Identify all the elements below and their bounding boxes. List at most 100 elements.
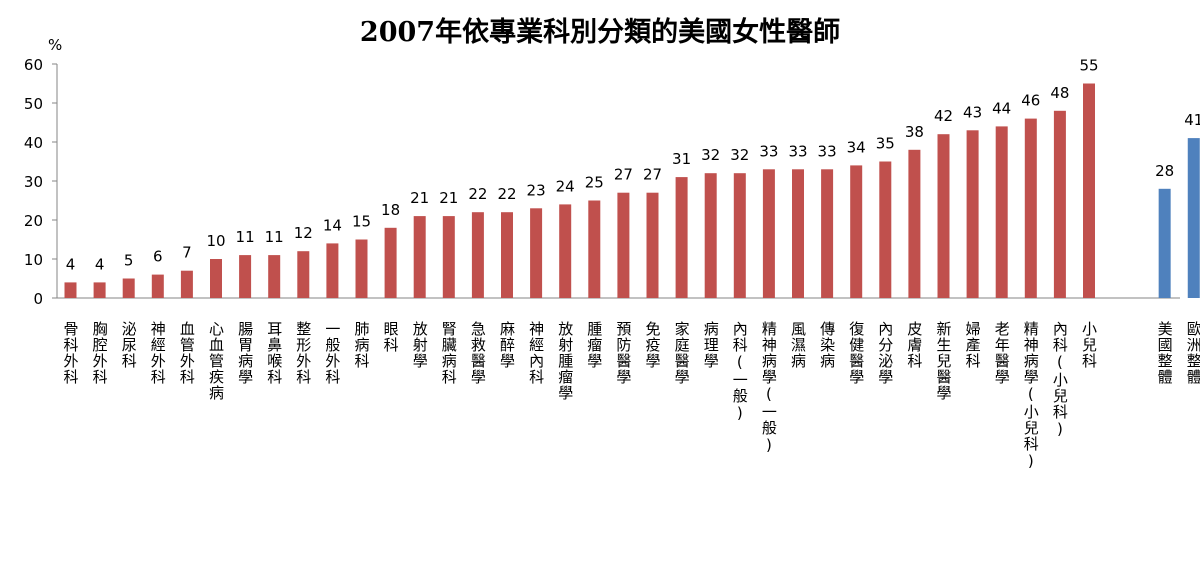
category-label: 麻醉學 [498,321,516,369]
bar-value-label: 22 [497,185,516,203]
bar [413,216,426,298]
y-tick-label: 60 [24,56,43,74]
category-labels: 骨科外科 胸腔外科 泌尿科 神經外科 血管外科 心血管疾病 腸胃病學 耳鼻喉科 整形外科 一般外科… [62,321,1200,471]
bar-value-label: 12 [294,224,313,242]
bar [64,282,77,298]
y-tick-label: 30 [24,173,43,191]
bar-value-label: 5 [124,252,134,270]
bar [1053,110,1066,298]
bar-value-label: 11 [236,228,255,246]
category-label: 預防醫學 [614,321,632,385]
bar [1024,118,1037,298]
category-label: 家庭醫學 [673,321,691,385]
bar [268,255,281,298]
bar-value-label: 34 [847,138,866,156]
category-label: 內分泌學 [876,321,894,385]
bar [210,259,222,298]
category-label: 腎臟病科 [440,321,458,385]
category-label: 老年醫學 [993,321,1011,385]
bar [908,149,921,298]
y-tick-label: 0 [33,290,43,308]
category-label: 腫瘤學 [585,321,603,369]
category-label: 內科(一般) [731,321,749,423]
bar-value-label: 48 [1050,84,1069,102]
category-label: 病理學 [702,321,720,369]
bar-value-label: 44 [992,99,1011,117]
bar [617,192,630,298]
bar-value-label: 24 [556,177,575,195]
bar-value-label: 43 [963,103,982,121]
bar [384,227,397,298]
bar-value-label: 55 [1079,57,1098,75]
bar-value-label: 46 [1021,92,1040,110]
category-label: 免疫學 [644,321,662,369]
bar-value-label: 23 [527,181,546,199]
bar [762,169,775,298]
bar-value-label: 15 [352,213,371,231]
category-label: 精神病學(一般) [760,321,778,455]
category-label: 皮膚科 [905,321,923,369]
bar-value-label: 42 [934,107,953,125]
bar-value-label: 18 [381,201,400,219]
bar-value-label: 25 [585,174,604,192]
y-axis-ticks: 0 10 20 30 40 50 60 [24,56,57,308]
bar-value-label: 38 [905,123,924,141]
bar [326,243,339,298]
bar-value-label: 33 [788,142,807,160]
category-label: 歐洲整體 [1185,321,1200,385]
category-label: 心血管疾病 [207,321,225,401]
category-label: 內科(小兒科) [1051,321,1069,439]
bar [122,278,135,298]
bar [471,212,484,298]
bar-value-label: 11 [265,228,284,246]
bars [64,83,1200,299]
bar [355,239,368,298]
category-label: 新生兒醫學 [935,321,953,401]
category-label: 神經內科 [527,321,545,385]
bar-value-label: 27 [614,166,633,184]
category-label: 眼科 [382,321,400,353]
category-label: 血管外科 [178,321,196,385]
category-label: 美國整體 [1156,321,1174,385]
bar [1187,138,1200,298]
category-label: 肺病科 [353,321,371,369]
category-label: 一般外科 [323,321,341,385]
bar [792,169,804,298]
category-label: 整形外科 [294,321,312,385]
category-label: 神經外科 [149,321,167,385]
bar [879,161,892,298]
bar-value-label: 4 [95,255,105,273]
y-unit-label: % [48,36,62,54]
bar [180,270,193,298]
bar-value-label: 21 [439,189,458,207]
bar [675,177,688,298]
bar [733,173,746,298]
category-label: 泌尿科 [120,321,138,369]
category-label: 婦產科 [964,321,982,369]
bar-value-label: 21 [410,189,429,207]
bar [588,200,601,298]
bar-value-label: 22 [468,185,487,203]
y-tick-label: 50 [24,95,43,113]
bar [501,212,513,298]
bar-value-label: 7 [182,244,192,262]
bar [821,169,834,298]
bar [239,255,252,298]
bar [995,126,1008,299]
bar [1083,83,1095,298]
bar [297,251,310,298]
bar [530,208,543,298]
category-label: 傳染病 [818,321,836,369]
bar-value-label: 35 [876,135,895,153]
chart-title: 2007年依專業科別分類的美國女性醫師 [359,17,841,48]
bar [966,130,979,298]
bar [704,173,717,298]
category-label: 小兒科 [1080,321,1098,369]
y-tick-label: 20 [24,212,43,230]
category-label: 放射腫瘤學 [556,321,574,401]
bar [937,134,950,298]
bar [646,192,659,298]
bar-value-label: 6 [153,248,163,266]
